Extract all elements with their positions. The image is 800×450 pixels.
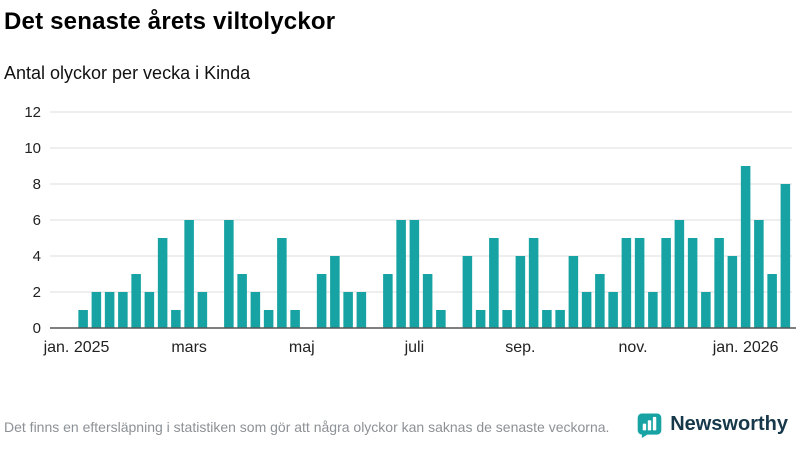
weekly-accident-bar: [608, 292, 618, 328]
bar-chart-svg: 0 2 4 6 8 10 12 jan. 2025 mars maj juli sep. nov. jan…: [24, 104, 796, 356]
weekly-accident-bar: [197, 292, 208, 328]
weekly-accident-bar: [184, 220, 194, 328]
weekly-accident-bar: [118, 292, 128, 328]
weekly-accident-bar: [701, 292, 711, 328]
weekly-accident-bar: [515, 256, 526, 328]
weekly-accident-bar: [224, 220, 234, 328]
x-axis-tick-label: jan. 2026: [712, 339, 779, 356]
newsworthy-icon: [637, 413, 662, 438]
data-lag-footnote: Det finns en eftersläpning i statistiken…: [4, 419, 610, 436]
weekly-accident-bar: [767, 274, 777, 328]
weekly-accident-bar: [436, 310, 446, 328]
y-axis-tick-label: 4: [33, 248, 41, 265]
y-axis-tick-label: 10: [24, 140, 41, 157]
weekly-accident-bar: [462, 256, 473, 328]
weekly-accident-bar: [634, 238, 645, 328]
weekly-accident-bar: [290, 310, 300, 328]
chart-subtitle: Antal olyckor per vecka i Kinda: [4, 63, 251, 83]
weekly-accident-bar: [396, 220, 406, 328]
y-axis-tick-label: 0: [33, 320, 41, 337]
weekly-accident-bar: [661, 238, 671, 328]
x-axis-tick-label: sep.: [505, 339, 535, 356]
weekly-accident-bar: [144, 292, 155, 328]
x-axis-tick-label: juli: [404, 339, 425, 356]
weekly-accident-bar: [581, 292, 592, 328]
weekly-accident-bar: [237, 274, 247, 328]
x-axis-tick-label: nov.: [618, 339, 647, 356]
y-axis-tick-label: 8: [33, 176, 41, 193]
weekly-accident-bar: [316, 274, 327, 328]
brand-name: Newsworthy: [670, 413, 788, 435]
weekly-accident-bar: [502, 310, 512, 328]
weekly-accident-bar: [727, 256, 738, 328]
weekly-accident-bar: [91, 292, 102, 328]
weekly-accident-bar: [263, 310, 274, 328]
weekly-accident-bar: [674, 220, 685, 328]
y-axis-tick-label: 12: [24, 104, 41, 121]
y-axis-tick-label: 2: [33, 284, 41, 301]
weekly-accident-bar: [250, 292, 261, 328]
weekly-accident-bar: [475, 310, 486, 328]
weekly-accident-bar: [171, 310, 181, 328]
weekly-accident-bar: [489, 238, 499, 328]
weekly-accident-bar: [157, 238, 168, 328]
weekly-accident-bar: [542, 310, 552, 328]
page-footer: Det finns en eftersläpning i statistiken…: [4, 411, 794, 440]
weekly-accident-bar: [343, 292, 353, 328]
weekly-accident-bar: [555, 310, 565, 328]
x-axis-tick-label: maj: [289, 339, 315, 356]
y-axis-tick-label: 6: [33, 212, 41, 229]
weekly-accident-bar: [330, 256, 340, 328]
weekly-accident-bar: [648, 292, 658, 328]
weekly-accident-bar: [595, 274, 605, 328]
weekly-accident-bar: [568, 256, 579, 328]
weekly-accident-bar: [277, 238, 287, 328]
weekly-accident-bar: [356, 292, 367, 328]
weekly-accident-bar: [754, 220, 764, 328]
weekly-accident-bar: [714, 238, 724, 328]
newsworthy-logo[interactable]: Newsworthy: [636, 411, 788, 438]
weekly-accident-bar: [687, 238, 698, 328]
weekly-accident-bar: [422, 274, 433, 328]
weekly-accident-bar: [131, 274, 141, 328]
x-axis-tick-label: mars: [171, 339, 207, 356]
weekly-accident-bar: [780, 184, 791, 328]
page-title: Det senaste årets viltolyckor: [4, 8, 336, 35]
x-axis-tick-label: jan. 2025: [43, 339, 110, 356]
weekly-accident-bar: [383, 274, 393, 328]
weekly-accident-bar: [409, 220, 420, 328]
weekly-accident-bar: [78, 310, 88, 328]
weekly-accident-bar: [621, 238, 632, 328]
weekly-accident-bar: [528, 238, 539, 328]
weekly-accidents-bar-chart: 0 2 4 6 8 10 12 jan. 2025 mars maj juli sep. nov. jan…: [4, 84, 796, 358]
weekly-accident-bar: [740, 166, 751, 328]
weekly-accident-bar: [104, 292, 115, 328]
